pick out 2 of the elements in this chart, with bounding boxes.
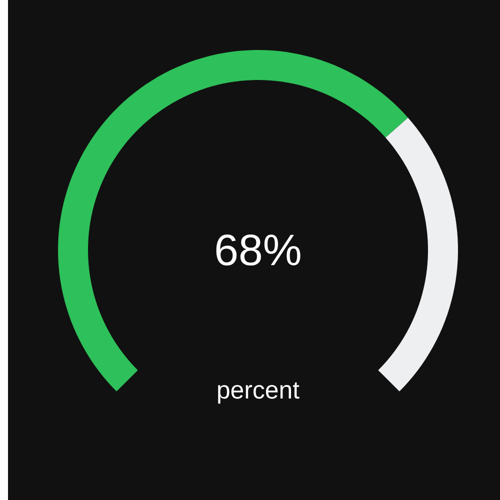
text: percent — [218, 382, 300, 404]
text: 68% — [216, 234, 300, 266]
